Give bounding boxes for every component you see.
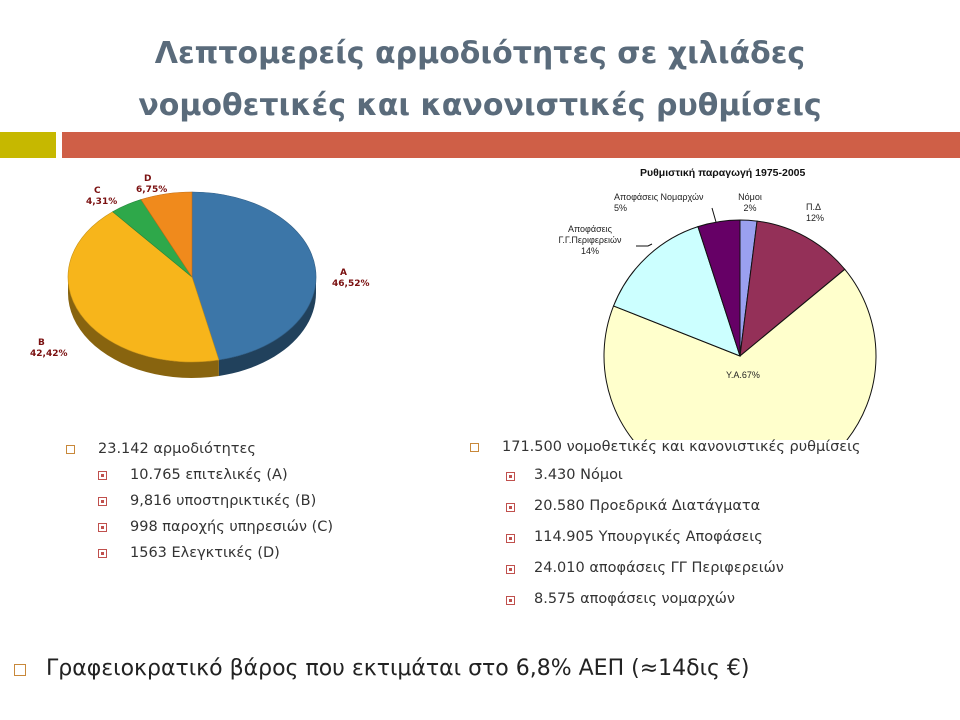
slice-label-gg-periferion: Αποφάσεις Γ.Γ.Περιφερειών 14% <box>558 224 622 256</box>
title-line-2: νομοθετικές και κανονιστικές ρυθμίσεις <box>138 88 822 123</box>
pie-chart-regulatory-production: Ρυθμιστική παραγωγή 1975-2005 Νόμοι 2% Π.Δ 1… <box>558 167 877 440</box>
leader-line <box>711 207 717 223</box>
competences-list: 23.142 αρμοδιότητες 10.765 επιτελικές (A… <box>66 436 426 566</box>
accent-bar-olive <box>0 132 56 158</box>
pie-side-A <box>218 277 316 376</box>
slice-value-B: 42,42% <box>30 349 68 359</box>
list-heading: 171.500 νομοθετικές και κανονιστικές ρυθ… <box>470 434 950 460</box>
slice-label-ya: Υ.Α.67% <box>726 370 760 380</box>
title-line-1: Λεπτομερείς αρμοδιότητες σε χιλιάδες <box>154 36 806 71</box>
chart-title: Ρυθμιστική παραγωγή 1975-2005 <box>640 167 806 179</box>
slice-label-D: D <box>144 174 151 184</box>
hollow-square-bullet-icon <box>470 443 479 452</box>
hollow-square-bullet-icon <box>66 445 75 454</box>
slice-label-nomoi: Νόμοι 2% <box>738 192 762 213</box>
square-bullet-icon <box>506 472 515 481</box>
regulations-list: 171.500 νομοθετικές και κανονιστικές ρυθ… <box>470 434 950 615</box>
regulations-total: 171.500 νομοθετικές και κανονιστικές ρυθ… <box>502 439 861 455</box>
list-item: 10.765 επιτελικές (A) <box>66 462 426 488</box>
slice-value-D: 6,75% <box>136 185 167 195</box>
square-bullet-icon <box>98 471 107 480</box>
pie-chart-competences: A46,52% B42,42% C4,31% D6,75% <box>30 174 370 378</box>
square-bullet-icon <box>506 596 515 605</box>
square-bullet-icon <box>98 497 107 506</box>
leader-line <box>636 243 653 247</box>
slice-label-C: C <box>94 186 101 196</box>
square-bullet-icon <box>506 534 515 543</box>
list-item: 24.010 αποφάσεις ΓΓ Περιφερειών <box>470 553 950 584</box>
pie-slice-Υ.Α. <box>603 268 877 440</box>
slice-label-B: B <box>38 338 45 348</box>
pie-slice-Αποφάσεις Νομαρχών <box>697 219 741 357</box>
square-bullet-icon <box>506 565 515 574</box>
pie-side-B <box>68 277 219 378</box>
slice-label-nomarxon: Αποφάσεις Νομαρχών 5% <box>614 192 704 213</box>
square-bullet-icon <box>506 503 515 512</box>
slice-value-A: 46,52% <box>332 279 370 289</box>
accent-bar-orange <box>62 132 960 158</box>
list-item: 998 παροχής υπηρεσιών (C) <box>66 514 426 540</box>
list-item: 1563 Ελεγκτικές (D) <box>66 540 426 566</box>
square-bullet-icon <box>98 523 107 532</box>
slice-value-C: 4,31% <box>86 197 117 207</box>
list-item: 20.580 Προεδρικά Διατάγματα <box>470 491 950 522</box>
list-item: 114.905 Υπουργικές Αποφάσεις <box>470 522 950 553</box>
pie-slice-D <box>140 191 193 279</box>
slice-label-pd: Π.Δ 12% <box>806 202 824 223</box>
pie-slice-A <box>191 191 317 361</box>
list-heading: 23.142 αρμοδιότητες <box>66 436 426 462</box>
slice-label-A: A <box>340 268 347 278</box>
hollow-square-bullet-icon <box>14 664 26 676</box>
competences-total: 23.142 αρμοδιότητες <box>98 441 256 457</box>
pie-slice-Π.Δ <box>739 220 846 358</box>
slide-title: Λεπτομερείς αρμοδιότητες σε χιλιάδες νομ… <box>0 28 960 132</box>
list-item: 3.430 Νόμοι <box>470 460 950 491</box>
list-item: 9,816 υποστηρικτικές (B) <box>66 488 426 514</box>
list-item: 8.575 αποφάσεις νομαρχών <box>470 584 950 615</box>
pie-slice-B <box>67 211 220 363</box>
square-bullet-icon <box>98 549 107 558</box>
